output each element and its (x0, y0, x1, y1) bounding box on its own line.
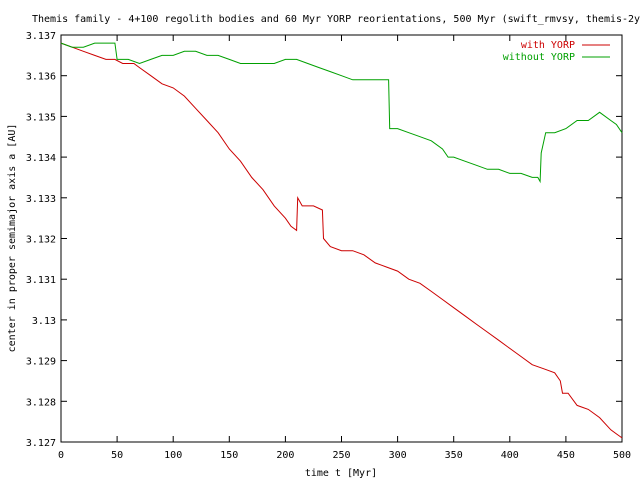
x-tick-label: 400 (501, 450, 519, 461)
y-tick-label: 3.13 (32, 316, 56, 327)
y-tick-label: 3.135 (26, 112, 56, 123)
y-tick-label: 3.127 (26, 438, 56, 449)
x-tick-label: 250 (332, 450, 350, 461)
plot-frame (60, 34, 623, 443)
legend-entry-1: with YORP (521, 40, 575, 51)
x-tick-label: 0 (58, 450, 64, 461)
x-axis-label: time t [Myr] (305, 468, 377, 479)
x-tick-label: 500 (613, 450, 631, 461)
x-tick-label: 200 (276, 450, 294, 461)
y-tick-label: 3.137 (26, 31, 56, 42)
series-line-1 (60, 42, 623, 439)
x-tick-label: 100 (164, 450, 182, 461)
legend-entry-2: without YORP (503, 52, 575, 63)
y-axis: 3.127 3.128 3.129 3.13 3.131 3.132 3.133 3.134 3… (26, 31, 622, 449)
y-tick-label: 3.133 (26, 194, 56, 205)
y-tick-label: 3.129 (26, 357, 56, 368)
x-tick-label: 300 (389, 450, 407, 461)
y-tick-label: 3.136 (26, 72, 56, 83)
y-axis-label: center in proper semimajor axis a [AU] (7, 124, 18, 353)
series-line-2 (60, 42, 623, 184)
x-tick-label: 350 (445, 450, 463, 461)
x-tick-label: 50 (111, 450, 123, 461)
y-tick-label: 3.132 (26, 235, 56, 246)
y-tick-label: 3.131 (26, 275, 56, 286)
y-tick-label: 3.128 (26, 397, 56, 408)
x-axis: 0 50 100 150 200 250 300 350 400 450 500 (58, 35, 631, 461)
y-tick-label: 3.134 (26, 153, 56, 164)
series-lines (60, 42, 623, 439)
chart-title: Themis family - 4+100 regolith bodies an… (32, 14, 640, 25)
x-tick-label: 150 (220, 450, 238, 461)
x-tick-label: 450 (557, 450, 575, 461)
